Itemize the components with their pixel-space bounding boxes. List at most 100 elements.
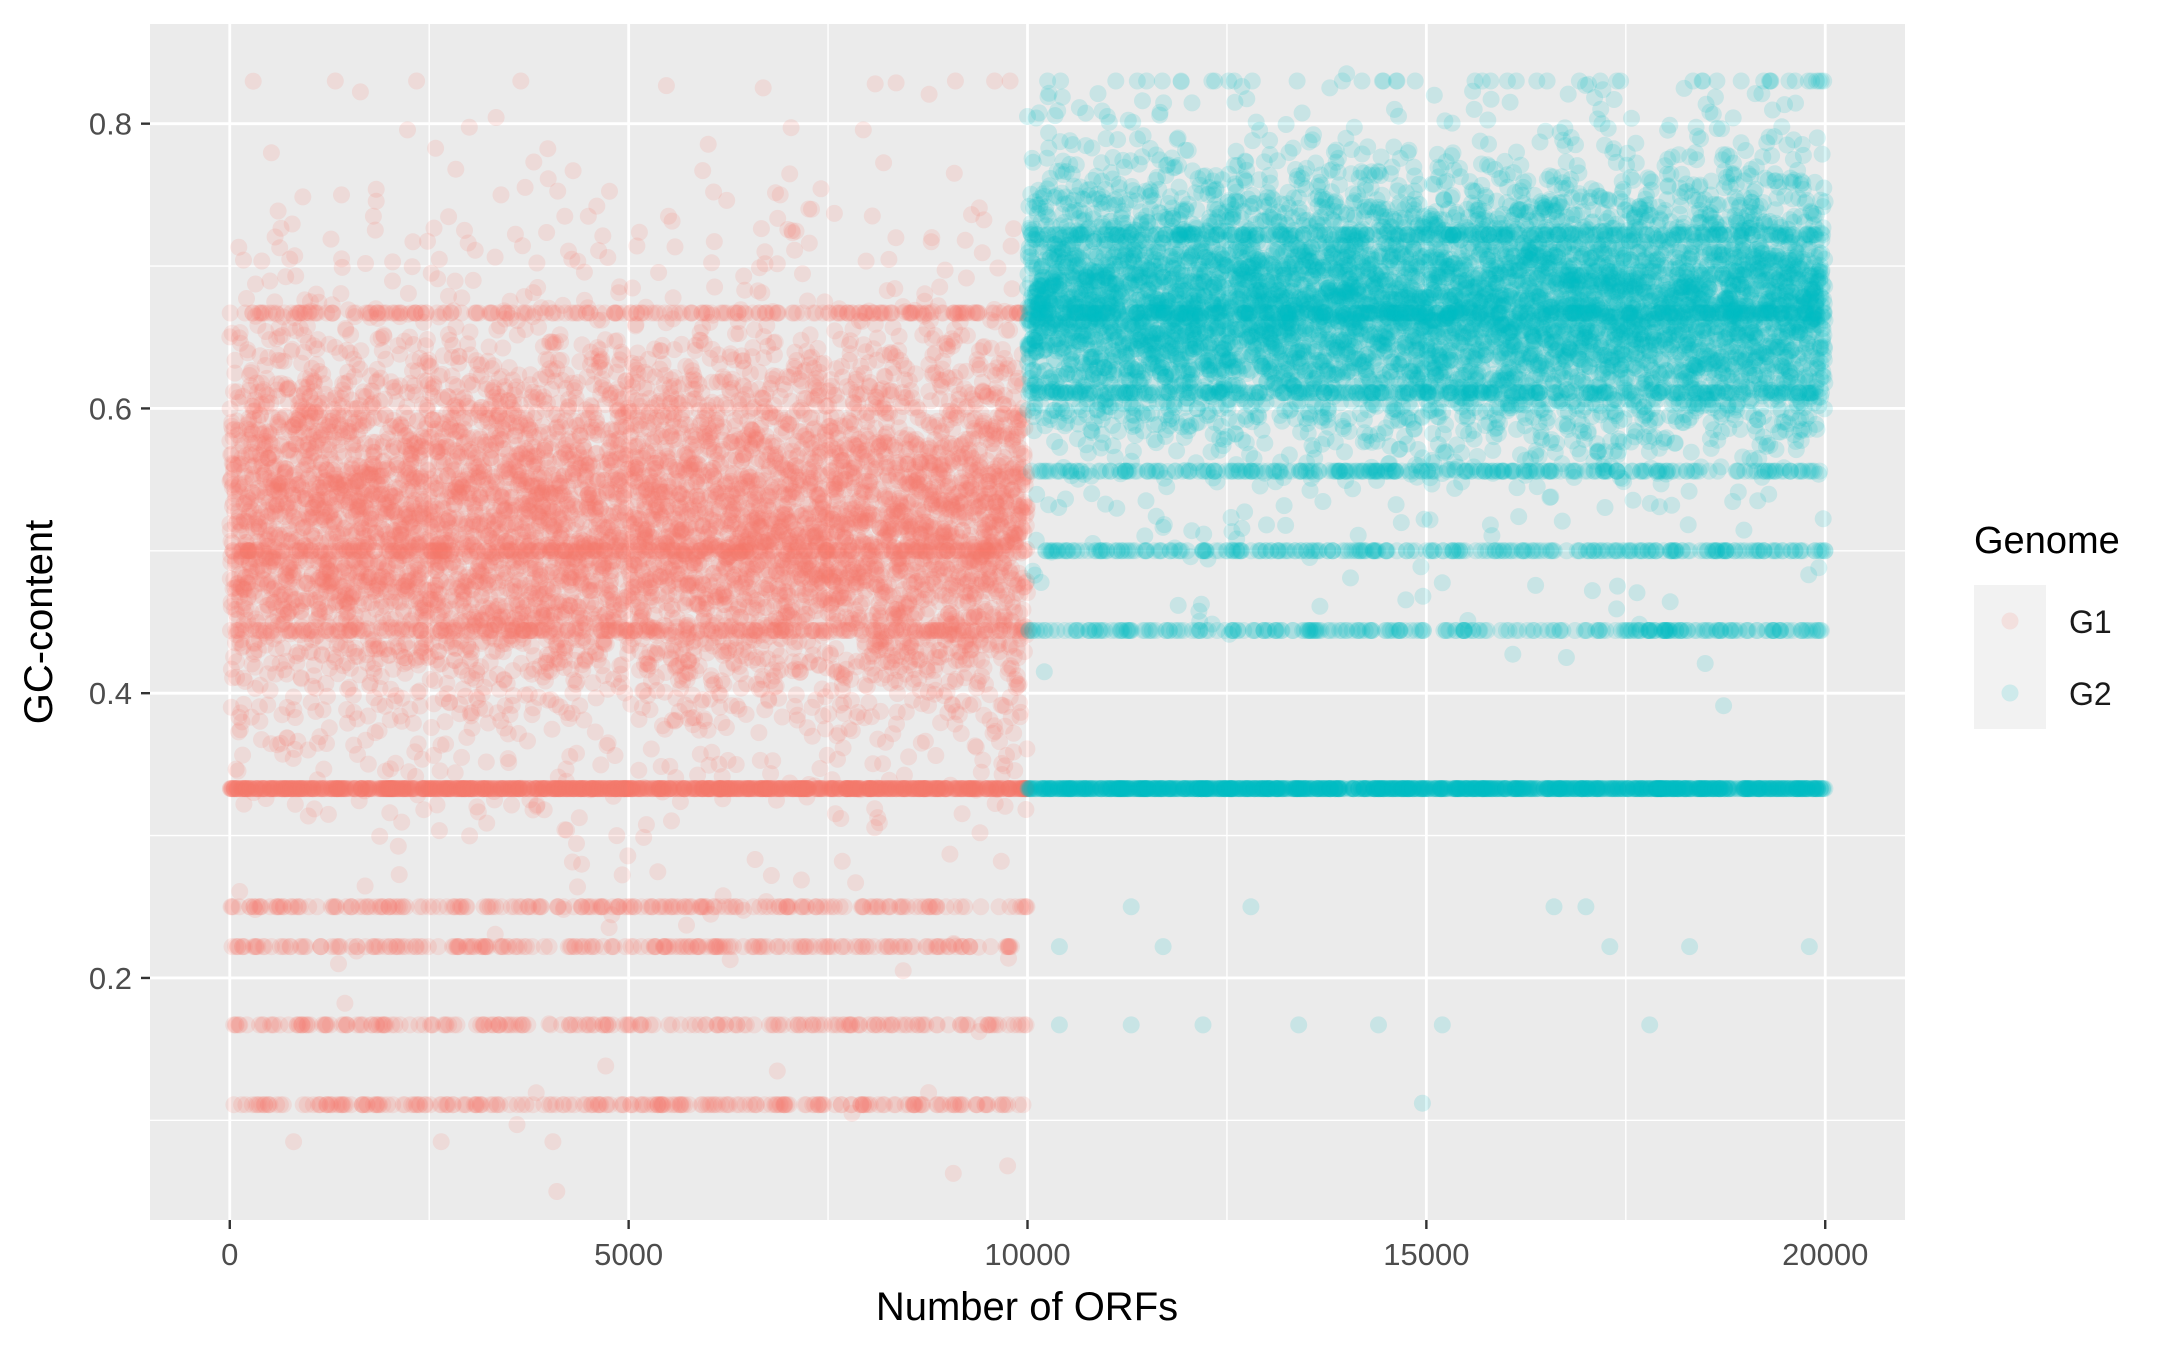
- point-g1: [461, 119, 478, 136]
- point-g1: [332, 285, 349, 302]
- point-g1: [541, 938, 558, 955]
- point-g1: [538, 224, 555, 241]
- point-g1: [437, 736, 454, 753]
- point-g1: [327, 73, 344, 90]
- point-g1: [321, 719, 338, 736]
- point-g1: [487, 249, 504, 266]
- point-g1: [368, 181, 385, 198]
- point-g1: [512, 73, 529, 90]
- point-g1: [588, 198, 605, 215]
- point-g1: [432, 762, 449, 779]
- point-g1: [287, 796, 304, 813]
- point-g1: [262, 682, 279, 699]
- point-g1: [447, 273, 464, 290]
- point-g1: [251, 713, 268, 730]
- point-g1: [514, 237, 531, 254]
- point-g1: [467, 242, 484, 259]
- point-g1: [517, 179, 534, 196]
- point-g1: [458, 898, 475, 915]
- point-g1: [453, 289, 470, 306]
- point-g1: [336, 995, 353, 1012]
- point-g1: [449, 1016, 466, 1033]
- point-g1: [599, 249, 616, 266]
- point-g1: [569, 878, 586, 895]
- point-g1: [568, 835, 585, 852]
- point-g1: [431, 251, 448, 268]
- point-g1: [245, 73, 262, 90]
- point-g1: [519, 1016, 536, 1033]
- point-g1: [230, 763, 247, 780]
- point-g1: [571, 809, 588, 826]
- point-g1: [261, 273, 278, 290]
- point-g1: [539, 140, 556, 157]
- point-g1: [503, 797, 520, 814]
- point-g1: [464, 720, 481, 737]
- point-g1: [576, 264, 593, 281]
- point-g1: [238, 290, 255, 307]
- point-g1: [270, 203, 287, 220]
- point-g1: [234, 747, 251, 764]
- point-g1: [399, 121, 416, 138]
- point-g1: [478, 815, 495, 832]
- point-g1: [597, 1058, 614, 1075]
- point-g1: [601, 183, 618, 200]
- point-g1: [330, 955, 347, 972]
- point-g1: [391, 866, 408, 883]
- point-g1: [594, 227, 611, 244]
- point-g1: [390, 838, 407, 855]
- point-g1: [478, 754, 495, 771]
- point-g1: [287, 268, 304, 285]
- point-g1: [429, 796, 446, 813]
- point-g1: [549, 183, 566, 200]
- point-g1: [235, 252, 252, 269]
- point-g1: [429, 270, 446, 287]
- point-g1: [408, 73, 425, 90]
- point-g1: [465, 272, 482, 289]
- point-g1: [286, 247, 303, 264]
- point-g1: [488, 109, 505, 126]
- point-g1: [404, 258, 421, 275]
- point-g1: [528, 255, 545, 272]
- point-g1: [284, 216, 301, 233]
- point-g1: [431, 822, 448, 839]
- point-g1: [427, 140, 444, 157]
- point-g1: [607, 747, 624, 764]
- point-g1: [519, 733, 536, 750]
- point-g1: [297, 938, 314, 955]
- point-g1: [544, 721, 561, 738]
- point-g1: [573, 856, 590, 873]
- point-g1: [315, 761, 332, 778]
- point-g1: [352, 342, 369, 359]
- point-g1: [536, 801, 553, 818]
- point-g1: [352, 83, 369, 100]
- point-g1: [384, 253, 401, 270]
- point-g1: [253, 253, 270, 270]
- point-g1: [568, 745, 585, 762]
- point-g1: [318, 735, 335, 752]
- point-g1: [405, 715, 422, 732]
- point-g1: [324, 305, 341, 322]
- point-g1: [319, 688, 336, 705]
- point-g1: [259, 697, 276, 714]
- point-g1: [440, 208, 457, 225]
- point-g1: [360, 756, 377, 773]
- point-g1: [222, 305, 239, 322]
- point-g1: [565, 162, 582, 179]
- point-g1: [357, 255, 374, 272]
- point-g1: [426, 220, 443, 237]
- point-g1: [231, 883, 248, 900]
- point-g1: [287, 709, 304, 726]
- point-g1: [419, 331, 436, 348]
- point-g1: [376, 328, 393, 345]
- point-g1: [529, 279, 546, 296]
- point-g1: [334, 259, 351, 276]
- point-g1: [453, 749, 470, 766]
- point-g1: [614, 866, 631, 883]
- point-g1: [371, 828, 388, 845]
- point-g1: [400, 285, 417, 302]
- point-g1: [393, 814, 410, 831]
- point-g1: [275, 1096, 292, 1113]
- point-g1: [447, 161, 464, 178]
